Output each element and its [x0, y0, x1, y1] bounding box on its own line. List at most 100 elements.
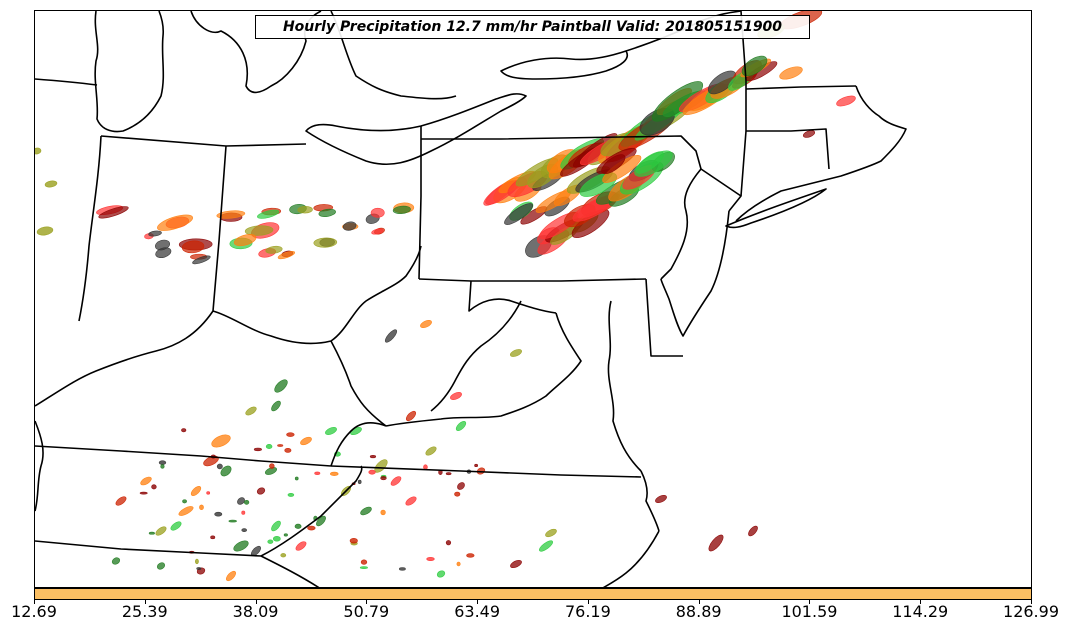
precip-blob: [226, 570, 236, 582]
precip-blob: [245, 406, 257, 416]
precip-blob: [405, 410, 417, 422]
colorbar-tick: [366, 600, 368, 604]
precip-blob: [398, 567, 406, 571]
precip-blob: [741, 55, 768, 77]
precip-blob: [265, 467, 277, 475]
virginia-nc-line: [330, 465, 642, 478]
colorbar-tick-label: 76.19: [564, 602, 611, 621]
precip-blob: [272, 535, 281, 542]
colorbar-tick-label: 114.29: [892, 602, 949, 621]
precip-blob: [148, 230, 162, 237]
precip-blob: [269, 463, 275, 469]
kentucky-south: [35, 445, 332, 467]
precip-blob: [228, 519, 237, 523]
precip-blob: [360, 559, 368, 565]
wisconsin-michigan-line: [35, 78, 98, 86]
precip-blob: [510, 349, 522, 357]
precip-blob: [170, 521, 182, 531]
precip-blob: [280, 553, 287, 558]
precip-blob: [300, 436, 312, 446]
precip-blob: [313, 237, 338, 248]
colorbar-tick-label: 126.99: [1003, 602, 1059, 621]
colorbar-tick: [809, 600, 811, 604]
precip-blob: [155, 526, 167, 536]
precip-blob: [139, 491, 148, 495]
new-jersey-coast: [660, 210, 730, 337]
colorbar-tick-label: 88.89: [675, 602, 722, 621]
virginia-wv: [430, 300, 522, 412]
lake-michigan-shore: [94, 11, 165, 133]
west-virginia-east: [385, 312, 582, 427]
ohio-pennsylvania-line: [418, 126, 422, 280]
precip-blob: [369, 455, 377, 459]
precip-blob: [271, 520, 281, 532]
new-england-coast: [735, 85, 907, 222]
precip-blob: [271, 400, 281, 412]
precip-blob: [148, 531, 155, 535]
precip-blob: [36, 226, 54, 236]
precip-blob: [426, 556, 435, 562]
precip-blob: [277, 251, 296, 260]
precip-blob: [318, 208, 336, 217]
maryland-west: [468, 280, 557, 314]
precip-blob: [265, 245, 283, 254]
precip-blob: [294, 523, 302, 529]
precip-blob: [237, 497, 245, 505]
precip-blob: [160, 464, 165, 469]
precip-blob: [295, 541, 307, 551]
precipitation-map: [35, 11, 907, 587]
precip-blob: [325, 427, 337, 435]
colorbar-tick: [144, 600, 146, 604]
precip-blob: [370, 207, 385, 218]
virginia-coast: [640, 470, 660, 532]
precip-blob: [307, 525, 316, 531]
precip-blob: [156, 562, 166, 570]
colorbar-tick-label: 101.59: [781, 602, 838, 621]
precip-blob: [601, 154, 626, 175]
precip-blob: [98, 206, 129, 219]
precip-blob: [190, 486, 202, 496]
precip-blob: [655, 494, 667, 504]
precip-blob: [210, 535, 216, 540]
maryland-bay: [607, 300, 642, 472]
precip-blob: [155, 239, 171, 251]
ohio-river: [212, 245, 422, 345]
precip-blob: [253, 447, 262, 452]
state-boundaries: [35, 11, 907, 587]
kentucky-east: [330, 421, 387, 467]
precip-blob: [274, 379, 288, 393]
precip-blob: [368, 469, 376, 475]
pennsylvania-east: [660, 168, 702, 280]
map-title: Hourly Precipitation 12.7 mm/hr Paintbal…: [255, 15, 810, 39]
sc-border: [260, 555, 320, 587]
precip-blob: [707, 70, 737, 95]
precip-blob: [192, 255, 211, 265]
precip-blob: [420, 319, 432, 329]
precip-blob: [314, 471, 321, 475]
colorbar-tick: [587, 600, 589, 604]
precip-blob: [194, 558, 199, 565]
precip-blob: [35, 147, 42, 155]
colorbar-tick: [1031, 600, 1032, 604]
precip-blob: [244, 225, 274, 236]
precip-blob: [44, 180, 58, 188]
indiana-west: [78, 135, 102, 322]
precip-blob: [445, 472, 452, 476]
precip-blob: [538, 540, 554, 552]
nc-coast: [602, 530, 660, 587]
west-virginia-west: [330, 340, 387, 427]
precip-blob: [256, 487, 266, 495]
lake-huron-shore-2: [330, 11, 457, 100]
precip-blob: [456, 561, 461, 567]
map-panel: [34, 10, 1032, 588]
precip-blob: [233, 540, 249, 552]
precip-blob: [455, 421, 467, 431]
precip-blob: [380, 509, 386, 516]
precip-blob: [233, 234, 257, 247]
paintball-layer: [35, 11, 856, 582]
precip-blob: [257, 209, 280, 219]
precip-blob: [284, 447, 292, 453]
precip-blob: [283, 533, 288, 537]
precip-blob: [211, 434, 231, 448]
precip-blob: [504, 203, 534, 225]
